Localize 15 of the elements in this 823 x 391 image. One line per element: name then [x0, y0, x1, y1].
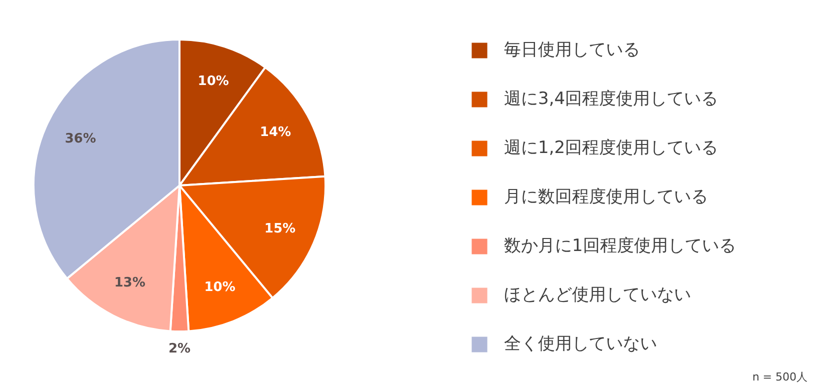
data-label: 2% — [168, 342, 191, 357]
legend-label: 月に数回程度使用している — [504, 186, 708, 208]
legend-label: 週に3,4回程度使用している — [504, 88, 718, 110]
data-label: 10% — [204, 280, 236, 295]
data-label: 36% — [64, 131, 96, 146]
text: n = 500人 — [752, 370, 808, 384]
legend-label: ほとんど使用していない — [504, 284, 691, 306]
legend-label: 全く使用していない — [504, 333, 657, 355]
legend-label: 数か月に1回程度使用している — [504, 235, 736, 257]
legend-label: 毎日使用している — [504, 39, 640, 61]
data-label: 14% — [260, 125, 292, 140]
data-label: 10% — [198, 74, 229, 89]
data-label: 15% — [264, 221, 296, 236]
legend-label: 週に1,2回程度使用している — [504, 137, 718, 159]
data-label: 13% — [114, 276, 146, 291]
